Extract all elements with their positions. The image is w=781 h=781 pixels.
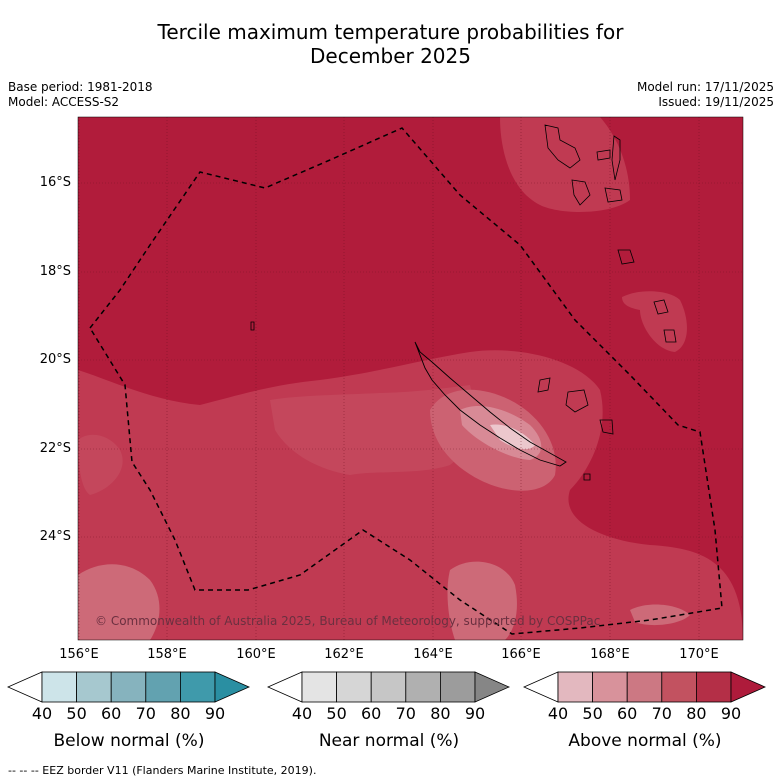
- colorbar-1-segment-3: [405, 671, 441, 703]
- lon-label-0: 156°E: [59, 647, 99, 662]
- colorbar-1-low-arrow: [267, 671, 303, 703]
- colorbar-1-segment-2: [370, 671, 407, 703]
- lon-label-1: 158°E: [147, 647, 187, 662]
- eez-footnote: -- -- -- EEZ border V11 (Flanders Marine…: [8, 764, 317, 777]
- legend-0-tick-2: 60: [101, 704, 122, 723]
- probability-field-mid: [78, 350, 743, 640]
- colorbar-0-segment-4: [179, 671, 216, 703]
- colorbar-0: [7, 671, 250, 703]
- legend-2-title: Above normal (%): [568, 731, 722, 751]
- meta-right: Model run: 17/11/2025 Issued: 19/11/2025: [637, 80, 774, 110]
- legend-1-tick-5: 90: [464, 704, 486, 723]
- legend-2-tick-4: 80: [686, 704, 707, 723]
- legend-0-tick-1: 50: [66, 704, 87, 723]
- colorbar-0-segment-2: [110, 671, 147, 703]
- vanuatu-island-3: [611, 135, 621, 181]
- colorbar-1-segment-4: [439, 671, 476, 703]
- lon-label-5: 166°E: [501, 647, 541, 662]
- vanuatu-espiritu-santo: [544, 124, 581, 169]
- loyalty-island-1: [537, 377, 551, 393]
- vanuatu-island-2: [596, 149, 611, 161]
- lat-label-1: 18°S: [39, 264, 71, 279]
- colorbar-1-segment-1: [336, 671, 372, 703]
- lon-label-7: 170°E: [679, 647, 719, 662]
- probability-field-light-1: [270, 385, 474, 475]
- colorbar-0-segment-0: [41, 671, 77, 703]
- model-run-label: Model run: 17/11/2025: [636, 80, 774, 94]
- colorbar-2: [523, 671, 766, 703]
- legend-0-tick-4: 80: [170, 704, 191, 723]
- colorbar-0-high-arrow: [214, 671, 250, 703]
- colorbar-1-high-arrow: [474, 671, 510, 703]
- chesterfield-reef: [250, 321, 255, 331]
- legend-2-tick-0: 40: [547, 704, 569, 723]
- loyalty-island-2: [565, 389, 589, 413]
- new-caledonia-coast: [414, 341, 567, 467]
- lat-label-0: 16°S: [39, 175, 71, 190]
- probability-field-sw: [78, 564, 160, 640]
- colorbar-2-segment-1: [592, 671, 628, 703]
- probability-field-loyalty: [622, 291, 687, 352]
- map-title: Tercile maximum temperature probabilitie…: [0, 20, 781, 68]
- lat-label-4: 24°S: [39, 529, 71, 544]
- legend-1-tick-0: 40: [291, 704, 313, 723]
- lon-label-6: 168°E: [590, 647, 630, 662]
- colorbar-2-segment-3: [661, 671, 697, 703]
- legend-2-tick-1: 50: [582, 704, 603, 723]
- graticule: [78, 117, 743, 640]
- probability-field-light-2: [78, 434, 123, 495]
- colorbar-1: [267, 671, 510, 703]
- lon-label-4: 164°E: [413, 647, 453, 662]
- base-period-label: Base period: 1981-2018: [8, 80, 153, 94]
- meta-left: Base period: 1981-2018 Model: ACCESS-S2: [8, 80, 153, 110]
- colorbar-0-segment-1: [76, 671, 112, 703]
- colorbar-2-segment-0: [557, 671, 593, 703]
- probability-field-newcal-core: [490, 424, 535, 450]
- legend-0-tick-3: 70: [135, 704, 156, 723]
- legend-1-tick-2: 60: [361, 704, 382, 723]
- legend-2-tick-5: 90: [720, 704, 742, 723]
- vanuatu-island-5: [604, 187, 623, 203]
- legend-0-tick-0: 40: [31, 704, 53, 723]
- copyright-text: © Commonwealth of Australia 2025, Bureau…: [95, 614, 601, 628]
- legend-2-tick-3: 70: [651, 704, 672, 723]
- legend-1-tick-4: 80: [430, 704, 451, 723]
- issued-label: Issued: 19/11/2025: [658, 95, 774, 109]
- legend-1-tick-1: 50: [326, 704, 347, 723]
- lat-label-2: 20°S: [39, 352, 71, 367]
- legend-1-tick-3: 70: [395, 704, 416, 723]
- colorbar-1-segment-0: [301, 671, 337, 703]
- vanuatu-malekula: [571, 179, 591, 206]
- colorbar-0-segment-3: [145, 671, 181, 703]
- vanuatu-tanna: [617, 249, 635, 265]
- colorbar-2-high-arrow: [730, 671, 766, 703]
- legend-1-title: Near normal (%): [318, 731, 460, 751]
- title-line-1: Tercile maximum temperature probabilitie…: [157, 20, 624, 44]
- lat-label-3: 22°S: [39, 441, 71, 456]
- colorbar-0-low-arrow: [7, 671, 43, 703]
- model-label: Model: ACCESS-S2: [8, 95, 120, 109]
- vanuatu-south-2: [663, 329, 677, 343]
- legend-2-tick-2: 60: [617, 704, 638, 723]
- legend-0-title: Below normal (%): [53, 731, 205, 751]
- colorbar-2-segment-4: [696, 671, 732, 703]
- probability-field-s: [447, 561, 517, 640]
- lon-label-2: 160°E: [236, 647, 276, 662]
- map-area[interactable]: [78, 117, 743, 640]
- vanuatu-south-1: [653, 299, 669, 315]
- title-line-2: December 2025: [310, 44, 471, 68]
- legend-0-tick-5: 90: [204, 704, 226, 723]
- map-frame: [77, 116, 744, 641]
- lon-label-3: 162°E: [324, 647, 364, 662]
- colorbar-2-segment-2: [626, 671, 663, 703]
- isle-of-pines: [583, 473, 591, 481]
- loyalty-island-3: [599, 419, 614, 435]
- colorbar-2-low-arrow: [523, 671, 559, 703]
